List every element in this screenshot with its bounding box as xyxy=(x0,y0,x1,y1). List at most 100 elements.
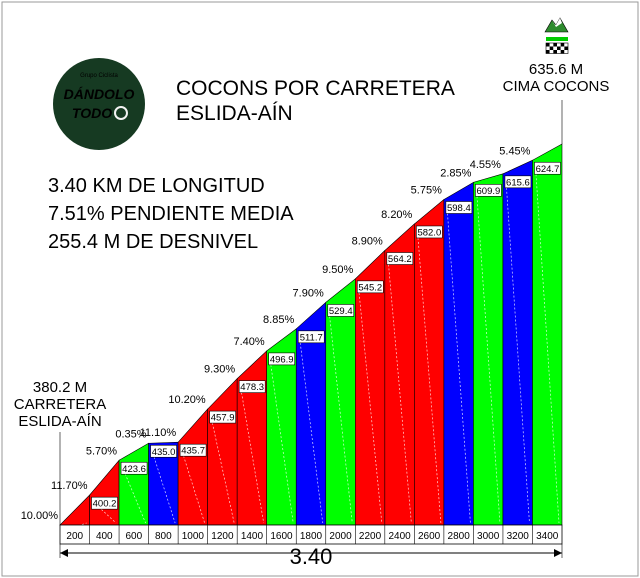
x-tick-label: 200 xyxy=(66,531,83,542)
x-tick-label: 800 xyxy=(155,531,172,542)
altitude-label-box xyxy=(91,496,118,510)
altitude-label: 496.9 xyxy=(270,354,294,365)
altitude-label: 564.2 xyxy=(388,254,412,265)
profile-segment xyxy=(207,377,238,526)
gradient-label: 0.35% xyxy=(115,428,146,440)
altitude-label: 511.7 xyxy=(300,332,323,343)
mountain-flag-icon xyxy=(544,17,569,54)
altitude-label: 529.4 xyxy=(329,306,353,317)
profile-segment xyxy=(473,173,504,526)
profile-segment xyxy=(414,198,445,526)
gradient-label: 7.90% xyxy=(293,287,324,299)
altitude-label-box xyxy=(534,161,561,175)
title-line2: ESLIDA-AÍN xyxy=(176,102,293,125)
x-tick-label: 2800 xyxy=(448,531,471,542)
logo-tagline: Grupo Ciclista xyxy=(80,73,118,79)
gradient-label: 11.10% xyxy=(140,427,177,439)
profile-segment xyxy=(177,408,208,526)
arrow-right-icon xyxy=(554,549,562,557)
altitude-label: 478.3 xyxy=(240,382,264,393)
logo-text-line1: DÁNDOLO xyxy=(64,86,135,102)
segment-hatch-line xyxy=(535,166,560,524)
altitude-label-box xyxy=(356,280,384,294)
x-tick-label: 1600 xyxy=(270,531,293,542)
stat-elevation: 255.4 M DE DESNIVEL xyxy=(48,231,258,253)
segment-hatch-line xyxy=(446,205,471,524)
altitude-label: 457.9 xyxy=(211,413,235,424)
x-tick-label: 1400 xyxy=(241,531,264,542)
x-tick-label: 2200 xyxy=(359,531,382,542)
altitude-label: 435.7 xyxy=(181,446,205,457)
altitude-label: 400.2 xyxy=(93,499,117,510)
x-tick-label: 2600 xyxy=(418,531,441,542)
x-tick-label: 600 xyxy=(125,531,142,542)
x-tick-label: 1800 xyxy=(300,531,323,542)
altitude-label: 598.4 xyxy=(447,203,471,214)
altitude-label-box xyxy=(120,461,148,475)
altitude-label: 423.6 xyxy=(122,464,146,475)
x-tick-label: 2000 xyxy=(329,531,352,542)
title-line1: COCONS POR CARRETERA xyxy=(176,77,455,100)
altitude-label-box xyxy=(445,201,473,214)
altitude-label-box xyxy=(179,443,207,457)
arrow-left-icon xyxy=(60,549,68,557)
x-tick-label: 1000 xyxy=(182,531,205,542)
gradient-label: 5.70% xyxy=(86,445,117,457)
profile-segment xyxy=(89,459,120,526)
x-tick-label: 2400 xyxy=(388,531,411,542)
logo-badge xyxy=(53,58,145,150)
gradient-label: 7.40% xyxy=(234,336,265,348)
gradient-label: 9.30% xyxy=(204,364,235,376)
stat-length: 3.40 KM DE LONGITUD xyxy=(48,175,265,197)
segment-hatch-line xyxy=(180,448,205,524)
gradient-label: 8.20% xyxy=(381,209,412,221)
total-distance: 3.40 xyxy=(290,544,333,569)
gradient-label: 10.20% xyxy=(168,394,206,406)
gradient-label: 4.55% xyxy=(470,159,501,171)
altitude-label-box xyxy=(297,330,325,344)
bike-wheel-icon xyxy=(114,106,128,120)
segment-hatch-line xyxy=(151,449,176,524)
x-tick-label: 3400 xyxy=(536,531,559,542)
segment-hatch-line xyxy=(210,415,235,524)
profile-segment xyxy=(236,350,268,526)
x-axis-strip xyxy=(59,524,563,545)
altitude-label-box xyxy=(416,225,443,239)
gradient-label: 2.85% xyxy=(440,167,471,179)
segment-hatch-line xyxy=(417,229,442,524)
altitude-label-box xyxy=(475,184,502,197)
altitude-label-box xyxy=(238,380,266,393)
altitude-label: 609.9 xyxy=(477,186,501,197)
altitude-label-box xyxy=(504,175,532,189)
profile-segment xyxy=(532,143,563,526)
altitude-label: 435.0 xyxy=(152,447,176,458)
profile-segment xyxy=(59,494,90,526)
altitude-label-box xyxy=(209,410,236,424)
gradient-label: 11.70% xyxy=(51,480,88,492)
profile-segment xyxy=(118,442,149,526)
start-name-line2: ESLIDA-AÍN xyxy=(18,413,101,430)
gradient-label: 5.75% xyxy=(411,184,442,196)
gradient-label: 8.85% xyxy=(263,314,294,326)
altitude-label-box xyxy=(150,444,177,458)
altitude-label-box xyxy=(386,252,414,265)
logo-text-line2: TODO xyxy=(72,105,112,121)
gradient-label: 9.50% xyxy=(322,264,353,276)
altitude-label-box xyxy=(268,352,296,366)
altitude-label: 615.6 xyxy=(506,177,530,188)
altitude-label: 582.0 xyxy=(417,227,441,238)
altitude-label-box xyxy=(327,304,355,317)
gradient-label: 5.45% xyxy=(499,145,530,157)
altitude-label: 624.7 xyxy=(536,164,560,175)
logo: Grupo Ciclista DÁNDOLO TODO xyxy=(53,58,145,150)
summit-name: CIMA COCONS xyxy=(503,78,610,95)
altitude-label: 545.2 xyxy=(358,282,382,293)
summit-altitude: 635.6 M xyxy=(529,61,583,78)
x-tick-label: 1200 xyxy=(211,531,234,542)
start-altitude: 380.2 M xyxy=(33,379,87,396)
start-name-line1: CARRETERA xyxy=(14,396,107,413)
x-tick-label: 3000 xyxy=(477,531,500,542)
segment-hatch-line xyxy=(239,384,265,524)
